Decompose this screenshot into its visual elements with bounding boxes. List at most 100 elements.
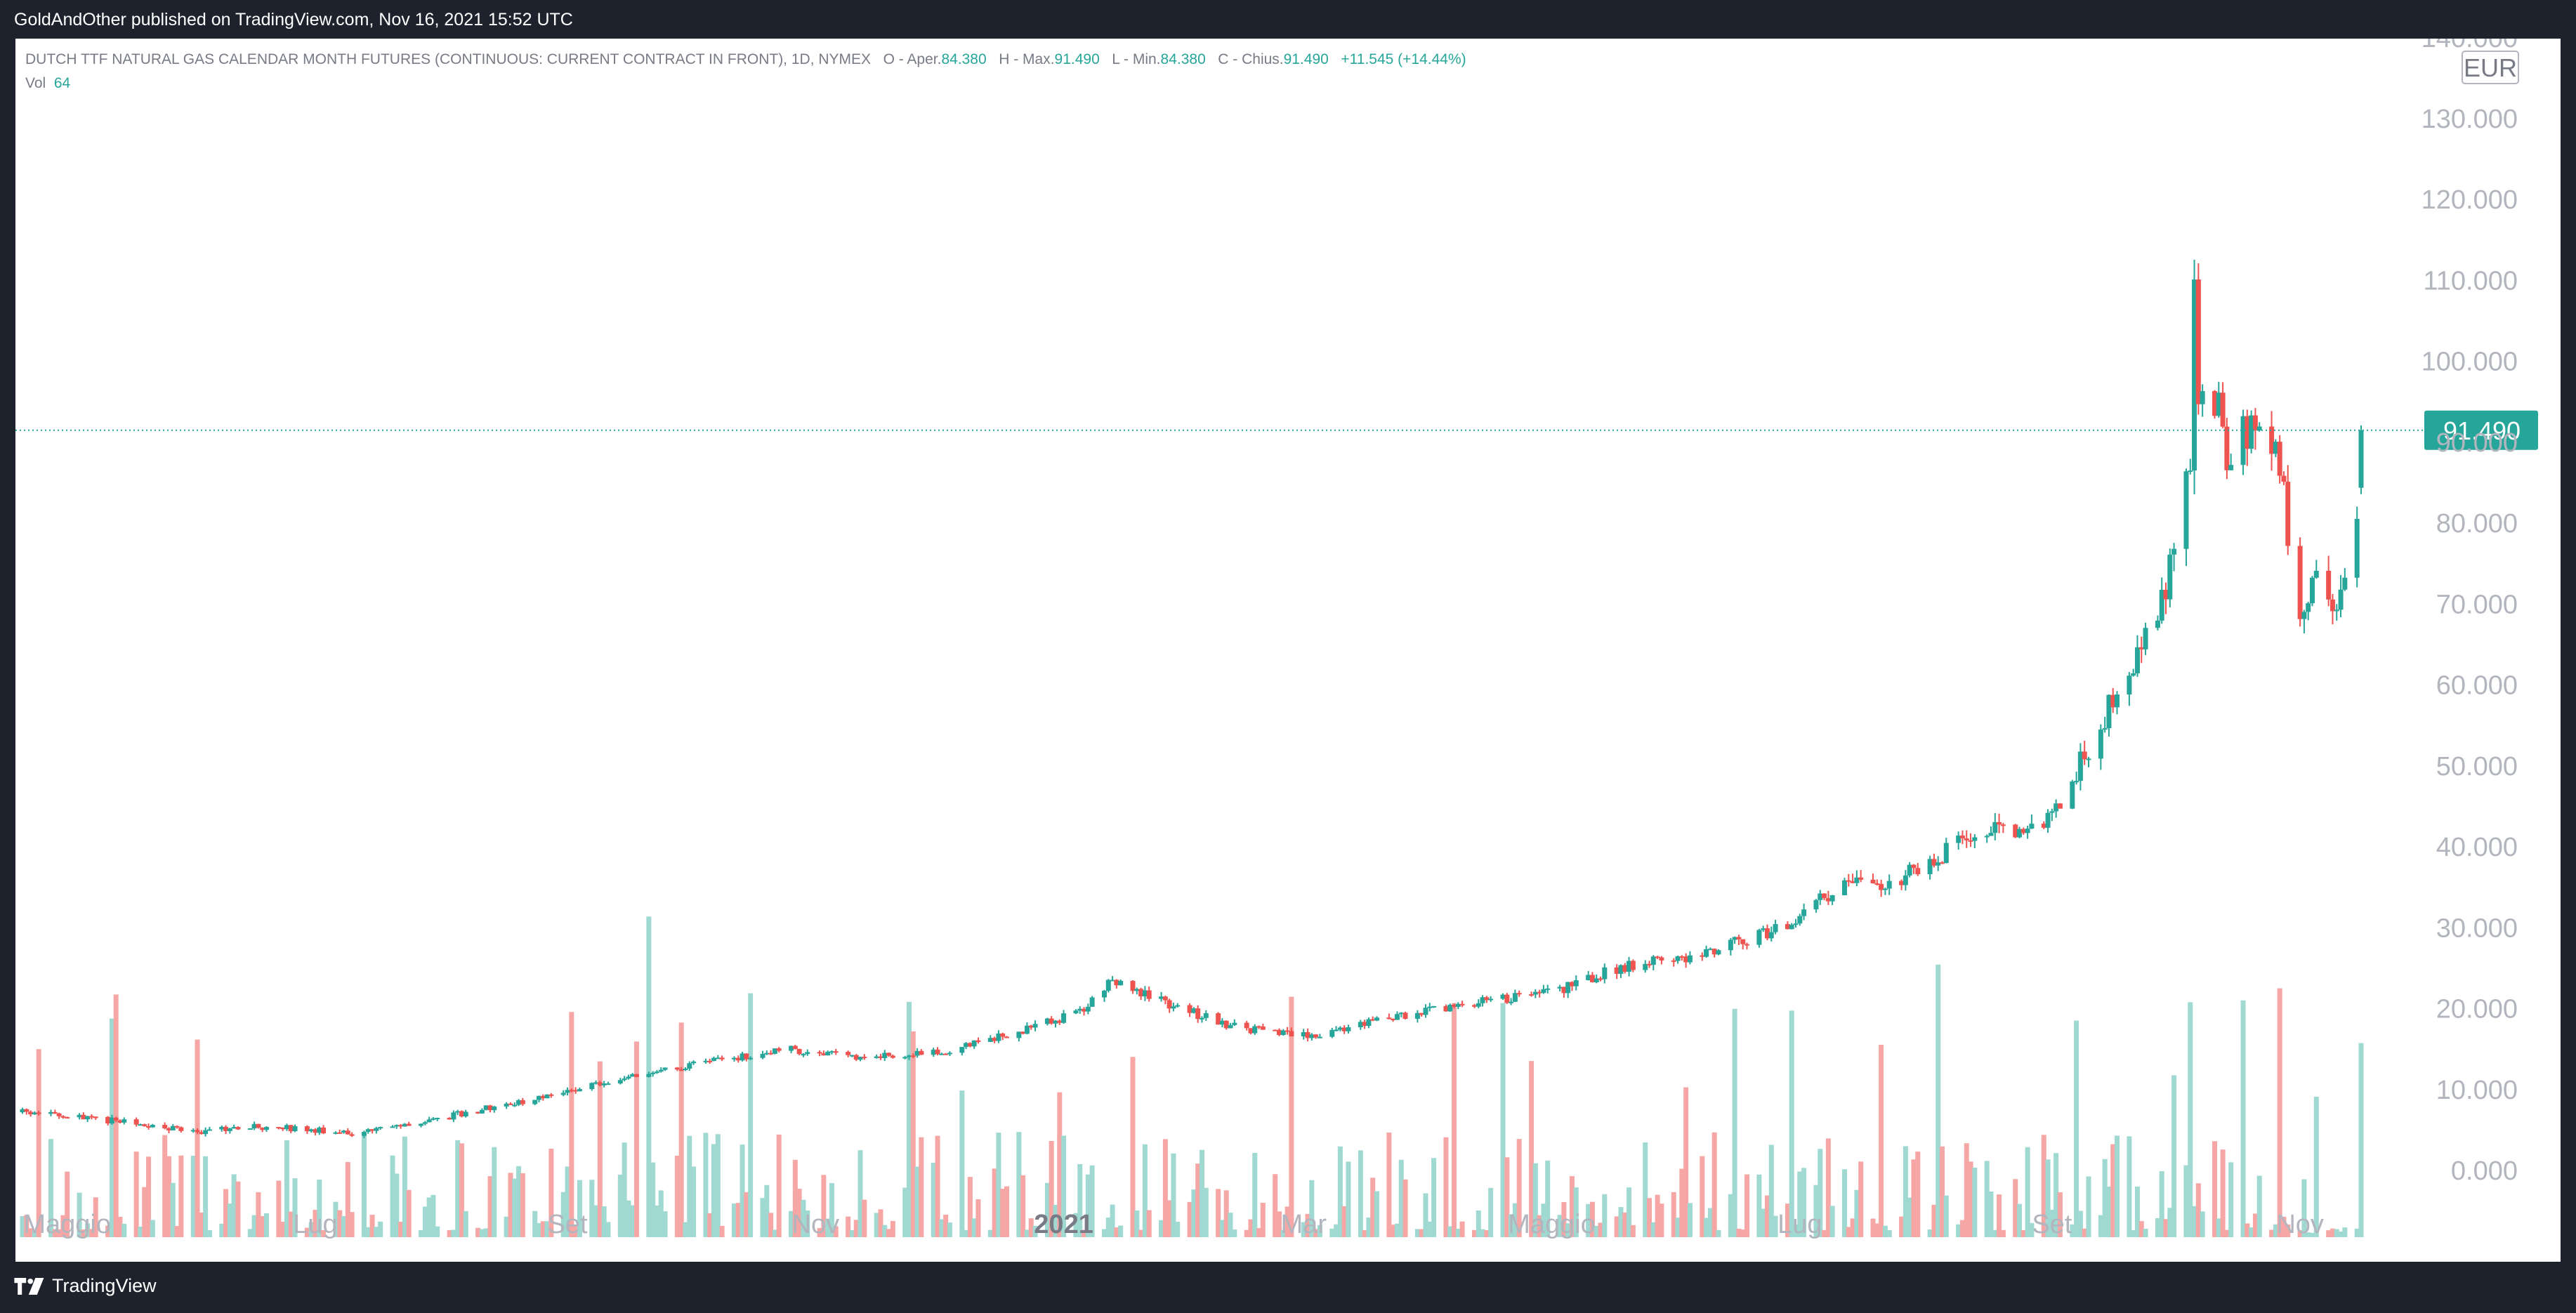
- tradingview-logo-icon: [14, 1277, 44, 1295]
- candle-body: [1529, 994, 1535, 996]
- volume-bar: [2131, 1229, 2136, 1237]
- volume-bar: [1768, 1144, 1774, 1237]
- price-tick-label: 80.000: [2436, 509, 2518, 539]
- price-tick-label: 120.000: [2421, 185, 2518, 215]
- close-value: 91.490: [1283, 51, 1329, 67]
- price-chart[interactable]: 91.490 0.000 10.000 20.000 30.000 40.000 50.0…: [15, 39, 2561, 1262]
- candle-body: [32, 1112, 37, 1115]
- candle-body: [2049, 811, 2055, 813]
- volume-bar: [1130, 1057, 1136, 1237]
- high-label: H - Max.: [999, 51, 1055, 67]
- volume-bar: [1057, 1092, 1063, 1237]
- candle-body: [1541, 989, 1546, 994]
- volume-bar: [247, 1229, 253, 1237]
- candle-body: [1618, 965, 1624, 974]
- candle-body: [1647, 963, 1652, 965]
- candle-body: [1614, 967, 1619, 974]
- candle-body: [431, 1118, 436, 1120]
- candle-body: [703, 1060, 709, 1062]
- candle-body: [1114, 979, 1119, 986]
- candle-body: [2082, 751, 2087, 760]
- candle-body: [1459, 1003, 1465, 1005]
- candle-body: [2252, 415, 2258, 430]
- volume-bar: [711, 1144, 717, 1237]
- candle-body: [601, 1083, 607, 1086]
- volume-bar: [1004, 1186, 1009, 1237]
- candle-body: [931, 1049, 936, 1055]
- volume-bar: [1313, 1229, 1319, 1237]
- volume-bar: [1284, 1206, 1290, 1237]
- candle-body: [2342, 577, 2348, 590]
- volume-bar: [1968, 1161, 1973, 1237]
- candle-body: [959, 1047, 965, 1053]
- candle-body: [2074, 781, 2079, 783]
- candle-body: [1687, 955, 1693, 963]
- candle-body: [1414, 1012, 1420, 1019]
- candle-body: [1711, 949, 1717, 955]
- volume-bar: [166, 1156, 171, 1237]
- volume-bar: [333, 1201, 339, 1237]
- candle-body: [1394, 1014, 1400, 1020]
- time-tick-label: Maggio: [1508, 1210, 1596, 1239]
- candle-body: [2057, 803, 2063, 809]
- candle-body: [2224, 426, 2230, 470]
- candle-body: [1797, 916, 1803, 924]
- candle-body: [1907, 864, 1912, 876]
- chart-panel[interactable]: 91.490 0.000 10.000 20.000 30.000 40.000 50.0…: [15, 39, 2561, 1262]
- candle-body: [1512, 993, 1518, 1002]
- price-tick-label: 20.000: [2436, 995, 2518, 1024]
- volume-bar: [1191, 1189, 1197, 1237]
- candle-body: [2329, 599, 2335, 612]
- candle-body: [1452, 1005, 1457, 1007]
- volume-bar: [1744, 1174, 1750, 1237]
- candle-body: [492, 1106, 497, 1111]
- candle-body: [2159, 590, 2164, 621]
- candle-body: [2256, 426, 2262, 430]
- volume-bar: [1627, 1187, 1632, 1237]
- candle-body: [2358, 430, 2364, 488]
- volume-bar: [190, 1156, 196, 1237]
- candle-body: [138, 1124, 143, 1126]
- candle-body: [1089, 997, 1095, 1007]
- volume-bar: [975, 1199, 981, 1237]
- volume-bar: [2045, 1159, 2051, 1237]
- volume-bar: [284, 1140, 289, 1237]
- volume-bar: [2155, 1218, 2160, 1237]
- volume-bar: [1700, 1156, 1705, 1237]
- candle-body: [1187, 1005, 1192, 1013]
- candle-body: [426, 1119, 432, 1123]
- candle-body: [178, 1127, 184, 1131]
- tradingview-brand[interactable]: TradingView: [14, 1275, 157, 1297]
- price-tick-label: 40.000: [2436, 833, 2518, 862]
- candle-body: [1716, 950, 1721, 955]
- candle-body: [2131, 673, 2136, 676]
- candle-body: [1516, 993, 1522, 995]
- low-label: L - Min.: [1112, 51, 1161, 67]
- candle-body: [475, 1111, 481, 1114]
- volume-bar: [2086, 1176, 2091, 1237]
- volume-bar: [1500, 1003, 1506, 1237]
- volume-bar: [2326, 1230, 2332, 1237]
- volume-bar: [1614, 1216, 1619, 1237]
- volume-bar: [1545, 1160, 1551, 1237]
- candle-body: [142, 1124, 147, 1126]
- volume-bar: [2098, 1215, 2103, 1237]
- candle-body: [2220, 392, 2226, 427]
- volume-bar: [1650, 1222, 1656, 1237]
- volume-bar: [1020, 1175, 1026, 1237]
- candle-body: [1142, 990, 1148, 997]
- candle-body: [1829, 895, 1835, 902]
- volume-bar: [1358, 1150, 1363, 1237]
- volume-bar: [227, 1203, 232, 1237]
- volume-bar: [251, 1215, 257, 1237]
- volume-bar: [565, 1166, 570, 1237]
- volume-bar: [1704, 1218, 1709, 1237]
- volume-bar: [263, 1213, 269, 1237]
- candle-body: [748, 1057, 754, 1060]
- time-tick-label: Mar: [1281, 1210, 1327, 1239]
- volume-bar: [1260, 1203, 1266, 1237]
- candle-body: [1423, 1008, 1428, 1015]
- volume-bar: [1329, 1228, 1335, 1237]
- volume-bar: [20, 1216, 25, 1237]
- volume-bar: [256, 1192, 261, 1237]
